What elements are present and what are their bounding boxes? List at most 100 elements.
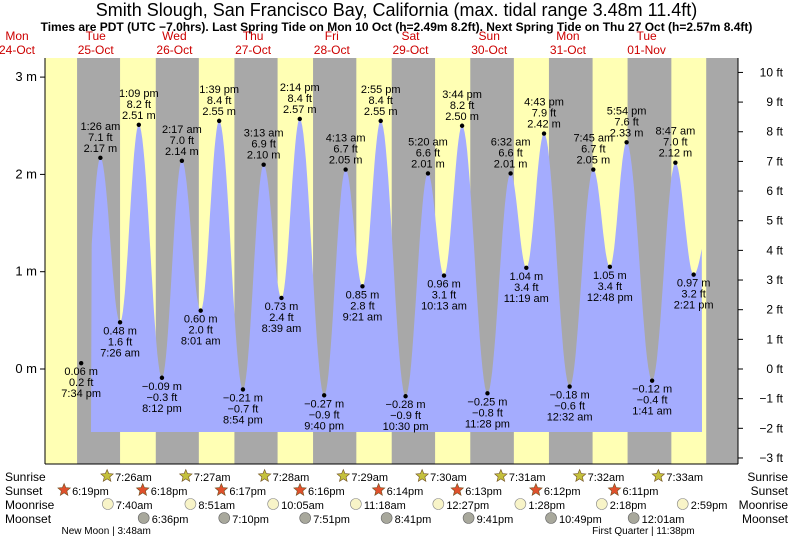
day-label-5: Sat xyxy=(401,29,420,43)
right-tick-label: 10 ft xyxy=(760,65,784,79)
sunrise-time: 7:32am xyxy=(588,472,625,484)
moonset-icon xyxy=(137,512,150,524)
tide-label-m: 2.55 m xyxy=(202,106,236,118)
sunset-time: 6:17pm xyxy=(229,486,266,498)
sunset-icon xyxy=(450,482,465,496)
tide-label-m: 2.57 m xyxy=(283,104,317,116)
sunrise-icon xyxy=(178,468,193,482)
sunset-icon xyxy=(135,482,150,496)
left-tick-label: 1 m xyxy=(15,264,37,279)
tide-point-29 xyxy=(673,160,678,165)
tide-label-ft: −0.8 ft xyxy=(472,407,503,419)
tide-point-3 xyxy=(136,122,142,127)
tide-label-m: 2.14 m xyxy=(165,146,199,158)
tide-point-21 xyxy=(508,171,513,176)
sunrise-icon xyxy=(100,468,114,482)
tide-point-9 xyxy=(261,162,266,167)
tide-label-m: 1.04 m xyxy=(509,271,543,283)
right-tick-label: −2 ft xyxy=(759,421,783,435)
tide-label-m: 2.33 m xyxy=(610,127,644,139)
tide-point-6 xyxy=(198,308,203,313)
tide-label-m: 2.10 m xyxy=(247,150,281,162)
moonset-time: 7:10pm xyxy=(232,514,269,526)
tide-label-time: 6:32 am xyxy=(491,136,531,148)
row-label-left-1: Sunset xyxy=(5,484,43,498)
tide-label-time: 3:13 am xyxy=(244,128,284,140)
tide-label-ft: 8.4 ft xyxy=(207,95,231,107)
left-tick-label: 2 m xyxy=(15,166,37,181)
tide-label-ft: 7.0 ft xyxy=(663,137,687,149)
tide-label-ft: −0.3 ft xyxy=(146,392,177,404)
moonset-icon xyxy=(545,512,557,524)
tide-label-time: 10:13 am xyxy=(421,301,467,313)
row-label-left-3: Moonset xyxy=(5,512,52,526)
tide-label-m: 2.17 m xyxy=(84,143,118,155)
moonset-icon xyxy=(462,512,475,524)
tide-label-m: 2.51 m xyxy=(122,110,156,122)
sunrise-time: 7:26am xyxy=(115,472,152,484)
tide-label-time: 8:39 am xyxy=(262,323,302,335)
moonset-time: 6:36pm xyxy=(152,514,189,526)
tide-label-m: 1.05 m xyxy=(593,270,627,282)
tide-label-ft: 8.4 ft xyxy=(368,95,392,107)
tide-label-ft: −0.7 ft xyxy=(227,403,258,415)
tide-label-ft: 2.4 ft xyxy=(269,312,293,324)
tide-label-m: −0.12 m xyxy=(632,384,672,396)
moonset-time: 10:49pm xyxy=(559,514,602,526)
tide-label-time: 5:20 am xyxy=(408,136,448,148)
sunset-time: 6:16pm xyxy=(308,486,345,498)
moonrise-icon xyxy=(350,498,362,510)
moonrise-icon xyxy=(432,498,445,510)
tide-label-ft: 6.6 ft xyxy=(498,147,522,159)
tide-label-time: 1:26 am xyxy=(81,121,121,133)
tide-point-11 xyxy=(297,116,302,122)
day-label-6: Sun xyxy=(479,29,500,43)
right-tick-label: 7 ft xyxy=(766,154,783,168)
tide-point-14 xyxy=(360,284,365,289)
tide-point-19 xyxy=(459,123,465,128)
tide-point-4 xyxy=(159,375,165,380)
tide-area xyxy=(91,118,702,433)
tide-point-12 xyxy=(321,393,327,398)
moonset-icon xyxy=(299,512,311,524)
moonrise-icon xyxy=(267,498,279,510)
tide-label-time: 10:30 pm xyxy=(383,421,429,433)
day-label-0: Mon xyxy=(5,29,28,43)
tide-label-ft: 7.1 ft xyxy=(88,132,112,144)
right-tick-label: 3 ft xyxy=(766,273,783,287)
sunset-time: 6:11pm xyxy=(623,486,659,498)
tide-label-ft: 6.9 ft xyxy=(251,139,275,151)
moonrise-time: 10:05am xyxy=(281,500,324,512)
tide-label-m: −0.27 m xyxy=(304,398,344,410)
tide-point-18 xyxy=(441,273,447,278)
tide-point-5 xyxy=(179,158,185,163)
moonrise-time: 2:59pm xyxy=(691,500,728,512)
tide-label-time: 7:34 pm xyxy=(61,388,101,400)
row-label-right-2: Moonrise xyxy=(739,498,789,512)
moonrise-icon xyxy=(595,498,608,510)
sunrise-icon xyxy=(336,468,351,482)
date-label-6: 30-Oct xyxy=(471,43,508,57)
right-tick-label: 2 ft xyxy=(766,303,783,317)
tide-point-13 xyxy=(343,167,348,172)
sunset-icon xyxy=(57,482,72,496)
tide-label-m: −0.09 m xyxy=(142,381,182,393)
tide-label-ft: −0.6 ft xyxy=(554,401,585,413)
tide-point-15 xyxy=(378,118,383,124)
tide-label-m: 2.05 m xyxy=(329,155,363,167)
tide-label-ft: 3.4 ft xyxy=(598,281,622,293)
date-label-4: 28-Oct xyxy=(314,43,351,57)
sunset-time: 6:18pm xyxy=(151,486,188,498)
sunrise-time: 7:30am xyxy=(430,472,467,484)
tide-label-m: 0.85 m xyxy=(346,289,380,301)
sunrise-icon xyxy=(493,468,508,482)
tide-label-time: 7:45 am xyxy=(573,133,613,145)
date-label-0: 24-Oct xyxy=(0,43,36,57)
sunrise-time: 7:33am xyxy=(666,472,703,484)
left-tick-label: 3 m xyxy=(15,69,37,84)
right-tick-label: 4 ft xyxy=(766,243,783,257)
chart-subtitle: Times are PDT (UTC −7.0hrs). Last Spring… xyxy=(40,20,753,34)
tide-point-10 xyxy=(279,295,284,301)
tide-point-7 xyxy=(216,118,222,124)
